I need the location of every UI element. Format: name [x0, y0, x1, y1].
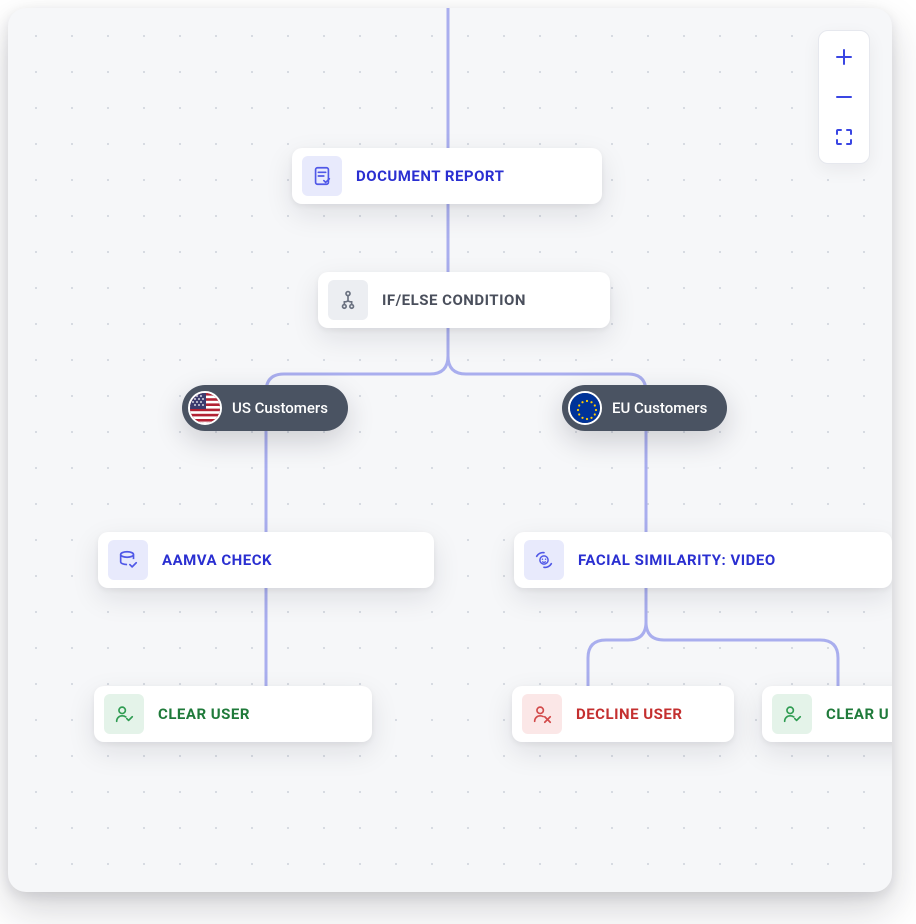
- document-report-icon: [302, 156, 342, 196]
- fullscreen-button[interactable]: [824, 117, 864, 157]
- pill-label: US Customers: [232, 399, 328, 417]
- pill-label: EU Customers: [612, 399, 707, 417]
- user-check-icon: [772, 694, 812, 734]
- node-if-else[interactable]: IF/ELSE CONDITION: [318, 272, 610, 328]
- node-document-report[interactable]: DOCUMENT REPORT: [292, 148, 602, 204]
- zoom-out-button[interactable]: [824, 77, 864, 117]
- minus-icon: [834, 87, 854, 107]
- node-label: CLEAR USER: [158, 705, 250, 723]
- node-aamva-check[interactable]: AAMVA CHECK: [98, 532, 434, 588]
- node-label: DOCUMENT REPORT: [356, 167, 504, 185]
- workflow-canvas[interactable]: DOCUMENT REPORT IF/ELSE CONDITION: [8, 8, 892, 892]
- node-clear-user-left[interactable]: CLEAR USER: [94, 686, 372, 742]
- face-scan-icon: [524, 540, 564, 580]
- node-label: IF/ELSE CONDITION: [382, 291, 526, 309]
- branch-pill-us[interactable]: US Customers: [182, 385, 348, 431]
- zoom-in-button[interactable]: [824, 37, 864, 77]
- node-label: AAMVA CHECK: [162, 551, 272, 569]
- zoom-controls: [818, 30, 870, 164]
- eu-flag-icon: [568, 391, 602, 425]
- node-label: CLEAR U: [826, 705, 889, 723]
- node-decline-user[interactable]: DECLINE USER: [512, 686, 734, 742]
- database-check-icon: [108, 540, 148, 580]
- plus-icon: [834, 47, 854, 67]
- branch-icon: [328, 280, 368, 320]
- node-label: FACIAL SIMILARITY: VIDEO: [578, 551, 776, 569]
- user-check-icon: [104, 694, 144, 734]
- connector-lines: [8, 8, 892, 892]
- node-facial-similarity[interactable]: FACIAL SIMILARITY: VIDEO: [514, 532, 892, 588]
- branch-pill-eu[interactable]: EU Customers: [562, 385, 727, 431]
- us-flag-icon: [188, 391, 222, 425]
- node-label: DECLINE USER: [576, 705, 682, 723]
- node-clear-user-right[interactable]: CLEAR U: [762, 686, 892, 742]
- user-x-icon: [522, 694, 562, 734]
- fullscreen-icon: [834, 127, 854, 147]
